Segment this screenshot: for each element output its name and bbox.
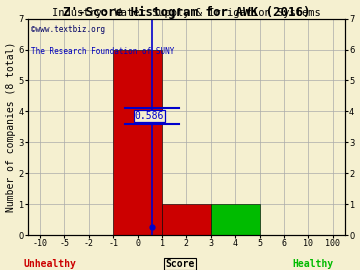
Text: 0.586: 0.586 [135,111,164,121]
Bar [211,204,260,235]
Title: Z'-Score Histogram for AWK (2016): Z'-Score Histogram for AWK (2016) [63,6,310,19]
Bar [162,204,211,235]
Text: The Research Foundation of SUNY: The Research Foundation of SUNY [31,47,175,56]
Y-axis label: Number of companies (8 total): Number of companies (8 total) [5,42,15,212]
Text: Industry: Water Supply & Irrigation Systems: Industry: Water Supply & Irrigation Syst… [52,8,321,18]
Bar [113,50,162,235]
Text: Healthy: Healthy [293,259,334,269]
Text: Unhealthy: Unhealthy [24,259,77,269]
Text: Score: Score [165,259,195,269]
Text: ©www.textbiz.org: ©www.textbiz.org [31,25,105,34]
